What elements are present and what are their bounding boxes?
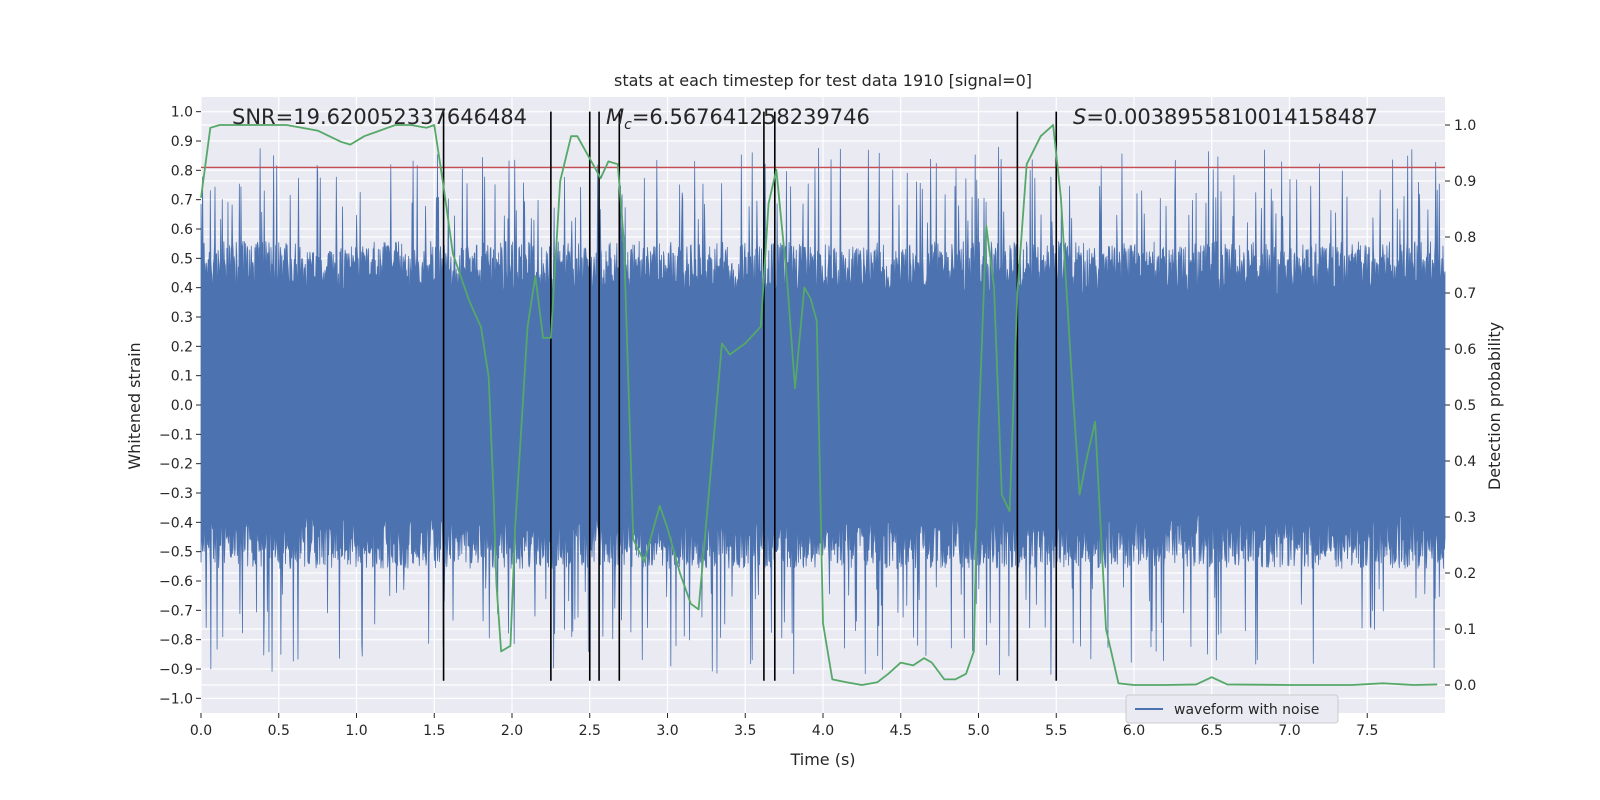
s-symbol: S bbox=[1073, 105, 1086, 129]
y2-tick-label-4: 0.6 bbox=[1454, 342, 1476, 358]
y-tick-label-4: 0.6 bbox=[171, 222, 193, 238]
y2-tick-label-7: 0.3 bbox=[1454, 510, 1476, 526]
vertical-markers bbox=[442, 111, 1058, 681]
y-tick-label-17: −0.7 bbox=[159, 603, 193, 619]
y-tick-label-12: −0.2 bbox=[159, 457, 193, 473]
waveform-path bbox=[200, 146, 1446, 676]
x-tick-label-8: 4.0 bbox=[812, 723, 834, 739]
mc-annotation: Mc=6.567641258239746 bbox=[606, 105, 870, 133]
x-tick-label-1: 0.5 bbox=[268, 723, 290, 739]
x-tick-label-9: 4.5 bbox=[890, 723, 912, 739]
y2-tick-label-5: 0.5 bbox=[1454, 398, 1476, 414]
x-axis-label: Time (s) bbox=[789, 750, 855, 769]
x-tick-label-14: 7.0 bbox=[1278, 723, 1300, 739]
waveform-series bbox=[200, 146, 1446, 676]
y-tick-label-0: 1.0 bbox=[171, 105, 193, 121]
y2-tick-label-6: 0.4 bbox=[1454, 454, 1476, 470]
mc-symbol: M bbox=[606, 105, 624, 129]
mc-value: =6.567641258239746 bbox=[632, 105, 870, 129]
x-tick-label-13: 6.5 bbox=[1201, 723, 1223, 739]
y-tick-label-2: 0.8 bbox=[171, 163, 193, 179]
y-tick-label-6: 0.4 bbox=[171, 281, 193, 297]
x-tick-label-6: 3.0 bbox=[656, 723, 678, 739]
y2-tick-label-2: 0.8 bbox=[1454, 230, 1476, 246]
x-tick-label-5: 2.5 bbox=[579, 723, 601, 739]
y-tick-label-11: −0.1 bbox=[159, 427, 193, 443]
y2-tick-label-3: 0.7 bbox=[1454, 286, 1476, 302]
x-tick-label-11: 5.5 bbox=[1045, 723, 1067, 739]
y2-tick-label-9: 0.1 bbox=[1454, 622, 1476, 638]
y-tick-label-1: 0.9 bbox=[171, 134, 193, 150]
s-annotation: S=0.0038955810014158487 bbox=[1073, 105, 1378, 129]
probability-series bbox=[200, 124, 1438, 686]
y-tick-label-9: 0.1 bbox=[171, 369, 193, 385]
y-tick-label-15: −0.5 bbox=[159, 545, 193, 561]
y-tick-label-18: −0.8 bbox=[159, 633, 193, 649]
legend-box bbox=[1125, 694, 1339, 724]
y-tick-label-13: −0.3 bbox=[159, 486, 193, 502]
y2-tick-label-0: 1.0 bbox=[1454, 118, 1476, 134]
y-tick-label-5: 0.5 bbox=[171, 251, 193, 267]
y2-tick-label-8: 0.2 bbox=[1454, 566, 1476, 582]
y-tick-label-8: 0.2 bbox=[171, 339, 193, 355]
mc-subscript: c bbox=[624, 117, 632, 133]
y-tick-label-20: −1.0 bbox=[159, 691, 193, 707]
legend-label-waveform: waveform with noise bbox=[1174, 702, 1319, 718]
y-tick-label-10: 0.0 bbox=[171, 398, 193, 414]
y-tick-label-14: −0.4 bbox=[159, 515, 193, 531]
y-tick-label-16: −0.6 bbox=[159, 574, 193, 590]
y-tick-label-19: −0.9 bbox=[159, 662, 193, 678]
x-tick-label-10: 5.0 bbox=[967, 723, 989, 739]
y-axis-label: Whitened strain bbox=[125, 342, 144, 469]
axes: 0.0 0.5 1.0 1.5 2.0 2.5 3.0 3.5 4.0 4.5 5.0 5.5 6.0 6… bbox=[159, 105, 1476, 739]
y-tick-label-7: 0.3 bbox=[171, 310, 193, 326]
chart-title: stats at each timestep for test data 191… bbox=[614, 71, 1032, 90]
x-tick-label-4: 2.0 bbox=[501, 723, 523, 739]
y-tick-label-3: 0.7 bbox=[171, 193, 193, 209]
x-tick-label-12: 6.0 bbox=[1123, 723, 1145, 739]
x-tick-label-3: 1.5 bbox=[423, 723, 445, 739]
x-tick-label-2: 1.0 bbox=[345, 723, 367, 739]
legend: waveform with noise bbox=[1125, 694, 1339, 724]
y2-axis-label: Detection probability bbox=[1485, 322, 1504, 490]
snr-annotation: SNR=19.620052337646484 bbox=[232, 105, 527, 129]
y2-tick-label-10: 0.0 bbox=[1454, 678, 1476, 694]
s-value: =0.0038955810014158487 bbox=[1086, 105, 1378, 129]
x-tick-label-15: 7.5 bbox=[1356, 723, 1378, 739]
x-tick-label-0: 0.0 bbox=[190, 723, 212, 739]
x-tick-label-7: 3.5 bbox=[734, 723, 756, 739]
probability-line bbox=[200, 124, 1438, 686]
y2-tick-label-1: 0.9 bbox=[1454, 174, 1476, 190]
